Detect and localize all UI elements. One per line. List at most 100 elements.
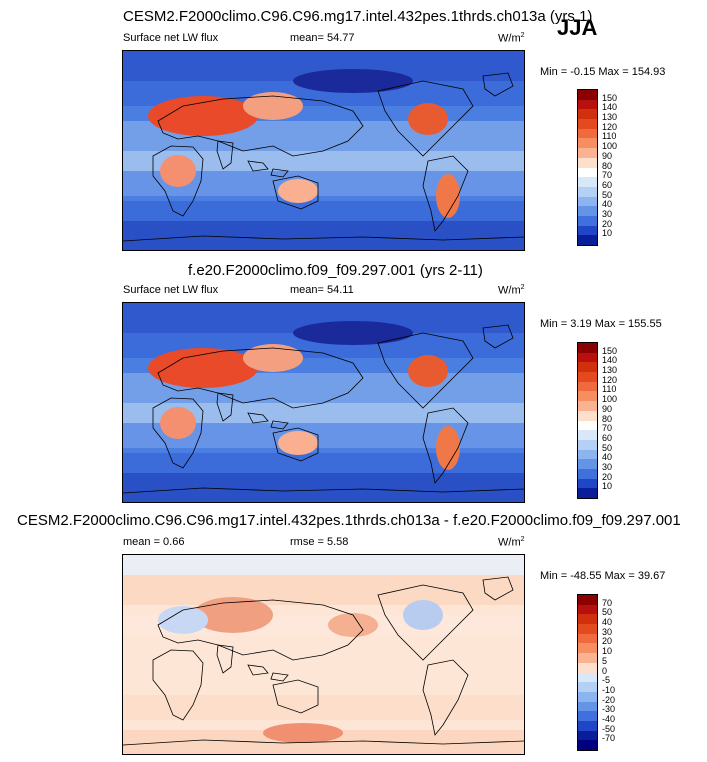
colorbar-tick-label: 30 [602, 626, 613, 637]
colorbar-tick-label: 40 [602, 617, 613, 628]
panel-1-title: CESM2.F2000climo.C96.C96.mg17.intel.432p… [123, 8, 593, 25]
colorbar-swatch [578, 730, 597, 741]
colorbar-tick-label: 110 [602, 131, 617, 142]
colorbar-tick-label: 100 [602, 141, 618, 152]
colorbar-tick-label: 60 [602, 179, 613, 190]
colorbar-swatch [578, 701, 597, 712]
colorbar-tick-label: 20 [602, 636, 613, 647]
colorbar-tick-label: -10 [602, 684, 616, 695]
panel-3-map [122, 554, 525, 755]
colorbar-tick-label: 5 [602, 655, 608, 666]
panel-1-colorbar [577, 89, 598, 246]
colorbar-swatch [578, 595, 597, 605]
colorbar-swatch [578, 468, 597, 479]
colorbar-swatch [578, 381, 597, 392]
colorbar-tick-label: 120 [602, 374, 618, 385]
panel-1-minmax: Min = -0.15 Max = 154.93 [540, 66, 666, 78]
colorbar-swatch [578, 90, 597, 100]
colorbar-swatch [578, 128, 597, 139]
colorbar-tick-label: 100 [602, 394, 618, 405]
colorbar-swatch [578, 99, 597, 110]
colorbar-tick-label: 130 [602, 112, 618, 123]
colorbar-tick-label: 20 [602, 471, 613, 482]
colorbar-swatch [578, 215, 597, 226]
colorbar-swatch [578, 391, 597, 402]
colorbar-swatch [578, 459, 597, 469]
colorbar-tick-label: 130 [602, 365, 618, 376]
panel-3-mean-label: mean = 0.66 [123, 536, 185, 548]
colorbar-swatch [578, 109, 597, 120]
colorbar-tick-label: 70 [602, 423, 613, 434]
colorbar-swatch [578, 624, 597, 634]
colorbar-swatch [578, 420, 597, 431]
colorbar-tick-label: 140 [602, 355, 618, 366]
colorbar-tick-label: 50 [602, 607, 613, 618]
colorbar-tick-label: 110 [602, 384, 617, 395]
colorbar-tick-label: 60 [602, 432, 613, 443]
colorbar-swatch [578, 206, 597, 216]
colorbar-swatch [578, 439, 597, 450]
colorbar-swatch [578, 720, 597, 731]
colorbar-tick-label: 70 [602, 170, 613, 181]
colorbar-tick-label: -20 [602, 694, 616, 705]
colorbar-tick-label: 20 [602, 218, 613, 229]
colorbar-swatch [578, 672, 597, 683]
colorbar-tick-label: 70 [602, 597, 613, 608]
colorbar-swatch [578, 643, 597, 654]
colorbar-tick-label: 40 [602, 199, 613, 210]
season-label: JJA [557, 15, 598, 40]
colorbar-swatch [578, 177, 597, 187]
colorbar-swatch [578, 604, 597, 615]
panel-3-rmse-label: rmse = 5.58 [290, 536, 349, 548]
colorbar-tick-label: 40 [602, 452, 613, 463]
colorbar-swatch [578, 167, 597, 178]
colorbar-swatch [578, 478, 597, 489]
colorbar-swatch [578, 352, 597, 363]
panel-3-units: W/m2 [498, 536, 525, 549]
colorbar-tick-label: 90 [602, 150, 613, 161]
colorbar-tick-label: 120 [602, 121, 618, 132]
colorbar-tick-label: 150 [602, 92, 618, 103]
colorbar-swatch [578, 401, 597, 411]
panel-2-variable-label: Surface net LW flux [123, 284, 219, 296]
colorbar-tick-label: 30 [602, 208, 613, 219]
colorbar-swatch [578, 235, 597, 245]
colorbar-swatch [578, 372, 597, 382]
panel-2-map [122, 302, 525, 503]
panel-2-minmax: Min = 3.19 Max = 155.55 [540, 318, 662, 330]
colorbar-swatch [578, 362, 597, 373]
panel-3-colorbar [577, 594, 598, 751]
colorbar-swatch [578, 691, 597, 702]
colorbar-swatch [578, 449, 597, 460]
colorbar-tick-label: 50 [602, 189, 613, 200]
colorbar-tick-label: 0 [602, 665, 608, 676]
colorbar-tick-label: -5 [602, 675, 611, 686]
colorbar-swatch [578, 196, 597, 207]
panel-1-map [122, 50, 525, 251]
colorbar-swatch [578, 653, 597, 663]
panel-3-title: CESM2.F2000climo.C96.C96.mg17.intel.432p… [17, 512, 681, 529]
colorbar-tick-label: 10 [602, 481, 613, 492]
panel-1-variable-label: Surface net LW flux [123, 32, 219, 44]
colorbar-tick-label: 10 [602, 646, 613, 657]
panel-2-units: W/m2 [498, 284, 525, 297]
colorbar-swatch [578, 662, 597, 673]
colorbar-tick-label: -70 [602, 733, 616, 744]
colorbar-swatch [578, 410, 597, 421]
colorbar-tick-label: 10 [602, 228, 613, 239]
colorbar-tick-label: 50 [602, 442, 613, 453]
panel-2-mean-label: mean= 54.11 [290, 284, 354, 296]
panel-3-minmax: Min = -48.55 Max = 39.67 [540, 570, 666, 582]
colorbar-tick-label: -40 [602, 713, 616, 724]
panel-1-mean-label: mean= 54.77 [290, 32, 355, 44]
panel-2-title: f.e20.F2000climo.f09_f09.297.001 (yrs 2-… [188, 262, 483, 279]
colorbar-swatch [578, 682, 597, 692]
colorbar-tick-label: -30 [602, 704, 616, 715]
colorbar-swatch [578, 633, 597, 644]
colorbar-tick-label: -50 [602, 723, 616, 734]
colorbar-swatch [578, 343, 597, 353]
colorbar-swatch [578, 157, 597, 168]
panel-2-colorbar [577, 342, 598, 499]
colorbar-tick-label: 80 [602, 160, 613, 171]
colorbar-tick-label: 30 [602, 461, 613, 472]
